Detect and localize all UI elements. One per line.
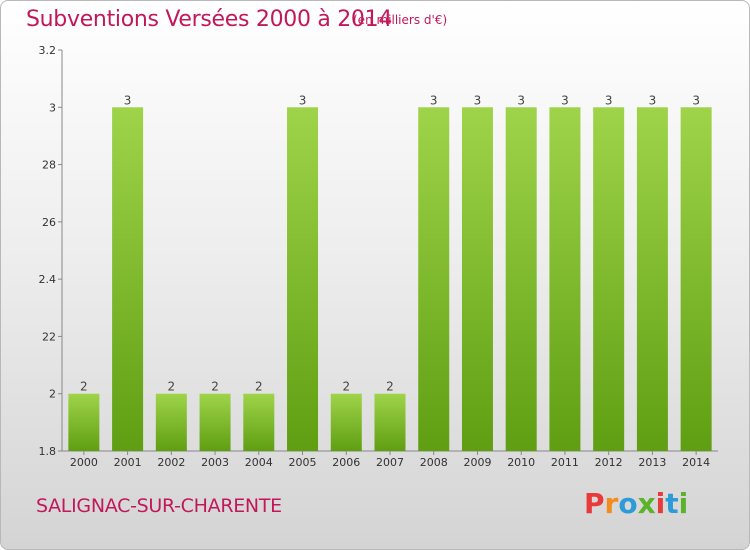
- x-tick-label: 2003: [201, 456, 229, 469]
- data-label: 3: [430, 93, 438, 107]
- y-tick-label: 2: [49, 388, 56, 401]
- logo-letter: t: [665, 487, 679, 520]
- data-label: 3: [474, 93, 482, 107]
- x-tick-label: 2000: [70, 456, 98, 469]
- x-tick-label: 2013: [638, 456, 666, 469]
- y-tick-label: 2.4: [39, 273, 57, 286]
- chart-unit: (en milliers d'€): [353, 13, 448, 27]
- data-label: 2: [386, 380, 394, 394]
- bar: [112, 107, 144, 452]
- logo-letter: i: [655, 487, 666, 520]
- bar: [287, 107, 319, 452]
- bar: [636, 107, 668, 452]
- data-label: 2: [80, 380, 88, 394]
- bar: [330, 393, 362, 451]
- data-label: 2: [255, 380, 263, 394]
- x-tick-label: 2011: [551, 456, 579, 469]
- x-tick-label: 2007: [376, 456, 404, 469]
- bar: [549, 107, 581, 452]
- data-label: 3: [561, 93, 569, 107]
- data-label: 3: [517, 93, 525, 107]
- bar: [593, 107, 625, 452]
- bar: [418, 107, 450, 452]
- x-tick-label: 2001: [114, 456, 142, 469]
- data-label: 3: [605, 93, 613, 107]
- data-label: 2: [342, 380, 350, 394]
- x-tick-label: 2006: [332, 456, 360, 469]
- data-label: 3: [649, 93, 657, 107]
- logo-letter: o: [618, 487, 638, 520]
- x-tick-label: 2005: [289, 456, 317, 469]
- chart-title: Subventions Versées 2000 à 2014: [26, 7, 393, 32]
- x-tick-label: 2002: [157, 456, 185, 469]
- logo-letter: r: [604, 487, 619, 520]
- bar: [155, 393, 187, 451]
- logo-letter: i: [678, 487, 689, 520]
- x-tick-label: 2008: [420, 456, 448, 469]
- x-tick-label: 2010: [507, 456, 535, 469]
- y-tick-label: 3: [49, 101, 56, 114]
- data-label: 3: [299, 93, 307, 107]
- data-label: 3: [124, 93, 132, 107]
- bar: [461, 107, 493, 452]
- y-tick-label: 28: [42, 159, 56, 172]
- bar: [505, 107, 537, 452]
- bar: [374, 393, 406, 451]
- x-tick-label: 2004: [245, 456, 273, 469]
- data-label: 2: [168, 380, 176, 394]
- proxiti-logo: Proxiti: [584, 487, 688, 520]
- y-tick-label: 26: [42, 216, 56, 229]
- y-tick-label: 1.8: [39, 445, 57, 458]
- bar: [680, 107, 712, 452]
- commune-name: SALIGNAC-SUR-CHARENTE: [36, 495, 282, 517]
- x-tick-label: 2012: [595, 456, 623, 469]
- logo-letter: P: [584, 487, 605, 520]
- data-label: 2: [211, 380, 219, 394]
- bar: [199, 393, 231, 451]
- bar: [68, 393, 100, 451]
- bar: [243, 393, 275, 451]
- logo-letter: x: [637, 487, 656, 520]
- y-tick-label: 22: [42, 330, 56, 343]
- data-label: 3: [692, 93, 700, 107]
- x-tick-label: 2009: [463, 456, 491, 469]
- x-tick-label: 2014: [682, 456, 710, 469]
- y-tick-label: 3.2: [39, 44, 57, 57]
